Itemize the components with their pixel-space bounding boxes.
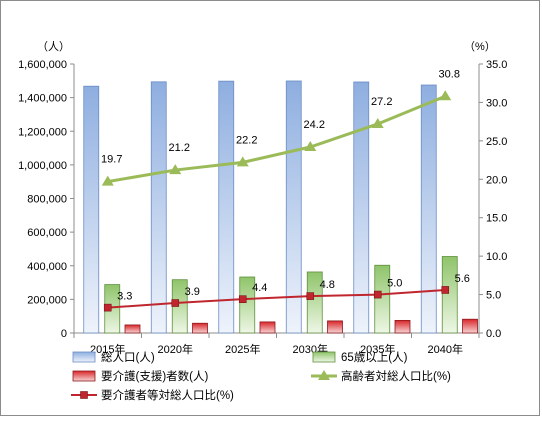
right-tick-label: 35.0: [486, 59, 507, 71]
care-ratio-data-label: 4.8: [320, 279, 335, 291]
care-ratio-data-label: 4.4: [252, 282, 267, 294]
right-tick-label: 10.0: [486, 251, 507, 263]
care-ratio-marker: [171, 299, 180, 307]
care-recipients-bar: [462, 318, 478, 334]
elderly-population-bar: [306, 271, 323, 334]
elderly-ratio-marker: [101, 175, 114, 186]
legend-item-total-population-label: 総人口(人): [101, 350, 155, 364]
care-ratio-marker: [441, 286, 450, 294]
care-recipients-bar: [124, 324, 141, 334]
elderly-population-bar: [239, 276, 256, 334]
left-tick-label: 1,600,000: [18, 59, 67, 71]
elderly-ratio-marker: [304, 141, 317, 152]
elderly-ratio-data-label: 30.8: [439, 68, 460, 80]
elderly-ratio-data-label: 27.2: [371, 96, 392, 108]
elderly-ratio-marker: [169, 164, 182, 175]
total-population-bar: [285, 80, 302, 334]
legend-item-elderly-population-label: 65歳以上(人): [341, 351, 408, 364]
right-tick-label: 20.0: [486, 174, 507, 186]
left-tick-label: 200,000: [27, 294, 67, 306]
left-tick-label: 400,000: [27, 261, 67, 273]
left-tick-label: 1,200,000: [18, 126, 67, 138]
care-ratio-data-label: 5.0: [387, 278, 402, 290]
legend-item-care-recipients-label: 要介護(支援)者数(人): [101, 369, 208, 383]
care-recipients-bar: [394, 319, 411, 334]
x-tick-label: 2035年: [360, 342, 395, 356]
care-ratio-marker: [306, 292, 315, 300]
right-tick-label: 15.0: [486, 213, 507, 225]
care-recipients-bar: [192, 322, 208, 334]
care-ratio-marker: [238, 295, 247, 303]
care-ratio-marker: [103, 303, 112, 312]
total-population-bar: [218, 80, 235, 334]
right-tick-label: 5.0: [486, 290, 501, 302]
left-tick-label: 800,000: [27, 194, 67, 206]
care-ratio-data-label: 3.3: [117, 291, 132, 303]
legend-item-total-population-swatch: [72, 351, 96, 363]
care-recipients-bar: [327, 320, 343, 334]
care-ratio-marker: [373, 290, 382, 299]
care-ratio-data-label: 3.9: [185, 286, 200, 298]
left-tick-label: 0: [61, 328, 67, 340]
total-population-bar: [83, 85, 100, 334]
right-axis-unit: （%）: [464, 40, 496, 53]
left-axis-unit: （人）: [37, 40, 70, 53]
x-tick-label: 2025年: [225, 342, 260, 356]
left-tick-label: 1,400,000: [18, 93, 67, 105]
elderly-ratio-marker: [439, 90, 452, 101]
elderly-ratio-data-label: 24.2: [304, 119, 325, 131]
plot-area: 0 200,000 400,000 600,000 800,000 1,000,000 1,…: [18, 59, 507, 356]
care-recipients-bar: [259, 321, 276, 334]
total-population-bar: [420, 84, 437, 334]
x-tick-label: 2040年: [428, 342, 463, 356]
elderly-ratio-marker: [236, 156, 249, 167]
care-ratio-line: [107, 288, 446, 309]
legend-item-elderly-ratio-marker: [318, 370, 330, 380]
elderly-ratio-data-label: 22.2: [236, 134, 257, 146]
elderly-population-bar: [441, 256, 458, 334]
elderly-ratio-marker: [371, 117, 384, 128]
left-tick-label: 1,000,000: [18, 160, 67, 172]
right-tick-label: 30.0: [486, 97, 507, 109]
legend-item-elderly-ratio-label: 高齢者対総人口比(%): [341, 369, 451, 383]
care-ratio-data-label: 5.6: [455, 273, 470, 285]
right-tick-label: 25.0: [486, 136, 507, 148]
elderly-ratio-line: [107, 94, 446, 184]
legend-item-care-recipients-swatch: [72, 370, 96, 382]
elderly-population-bar: [374, 264, 391, 334]
legend: 総人口(人) 65歳以上(人) 要介護(支援)者数(人) 高齢者対総人口比(%) 要介護…: [71, 350, 451, 402]
elderly-ratio-data-label: 19.7: [101, 154, 122, 166]
x-tick-label: 2015年: [90, 342, 125, 356]
total-population-bar: [150, 81, 167, 334]
legend-item-elderly-population-swatch: [312, 351, 336, 363]
elderly-ratio-data-label: 21.2: [169, 142, 190, 154]
total-population-bar: [353, 81, 370, 334]
right-tick-label: 0.0: [486, 328, 501, 340]
legend-item-care-ratio-label: 要介護者等対総人口比(%): [101, 388, 234, 402]
x-tick-label: 2020年: [158, 342, 193, 356]
left-tick-label: 600,000: [27, 227, 67, 239]
legend-item-care-ratio-marker: [80, 391, 88, 399]
